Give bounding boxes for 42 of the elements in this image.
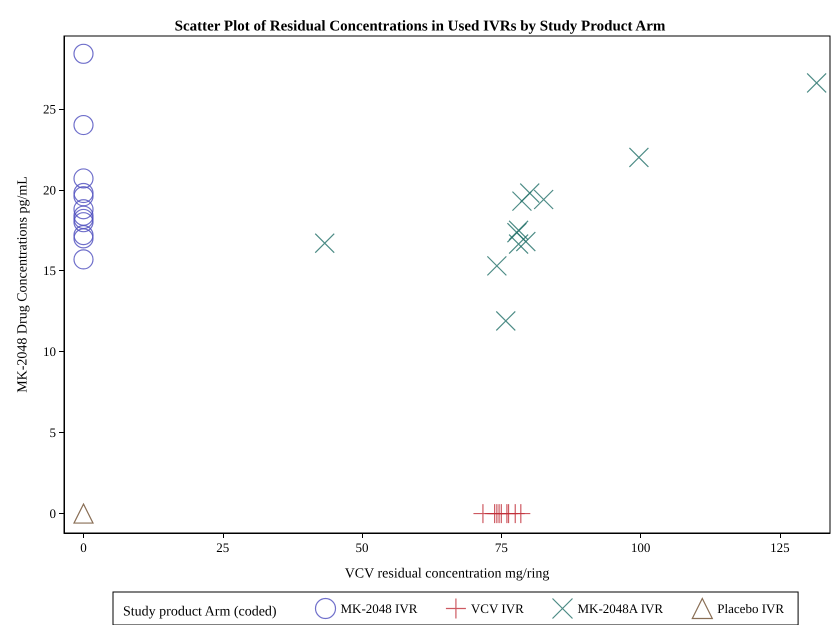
point: [73, 168, 94, 189]
point: [520, 182, 540, 204]
x-axis-title: VCV residual concentration mg/ring: [344, 566, 550, 582]
x-tick-label: 50: [356, 540, 369, 555]
legend-label: MK-2048A IVR: [578, 601, 664, 616]
legend-label: Placebo IVR: [717, 601, 784, 616]
point: [510, 503, 531, 524]
point: [314, 233, 335, 254]
point: [512, 191, 532, 212]
legend-title: Study product Arm (coded): [123, 604, 277, 620]
point: [73, 44, 94, 64]
point: [73, 208, 94, 230]
x-tick-label: 100: [630, 540, 650, 555]
point: [534, 189, 554, 210]
point: [73, 199, 94, 220]
x-tick-label: 0: [80, 540, 87, 555]
y-tick-label: 25: [43, 101, 56, 116]
point: [73, 503, 94, 524]
point: [73, 206, 94, 226]
point: [73, 249, 94, 270]
y-tick-label: 20: [43, 182, 56, 198]
legend-label: VCV IVR: [470, 601, 524, 616]
legend-label: MK-2048 IVR: [340, 601, 418, 616]
point: [508, 234, 529, 254]
point: [73, 182, 94, 204]
chart-title: Scatter Plot of Residual Concentrations in Used IVRs by Study Product Arm: [174, 18, 666, 34]
point: [73, 186, 94, 206]
point: [73, 114, 94, 136]
point: [806, 72, 827, 94]
x-tick-label: 75: [494, 540, 508, 555]
point: [628, 147, 650, 168]
y-tick-label: 10: [43, 344, 56, 360]
y-tick-label: 0: [50, 506, 56, 522]
y-tick-label: 5: [50, 425, 56, 440]
y-tick-label: 15: [43, 263, 56, 278]
x-tick-label: 25: [216, 540, 230, 555]
point: [73, 212, 94, 232]
point: [516, 232, 536, 252]
y-axis-title: MK-2048 Drug Concentrations pg/mL: [16, 176, 30, 393]
x-tick-label: 125: [770, 540, 790, 555]
point: [496, 310, 516, 332]
point: [486, 256, 507, 276]
